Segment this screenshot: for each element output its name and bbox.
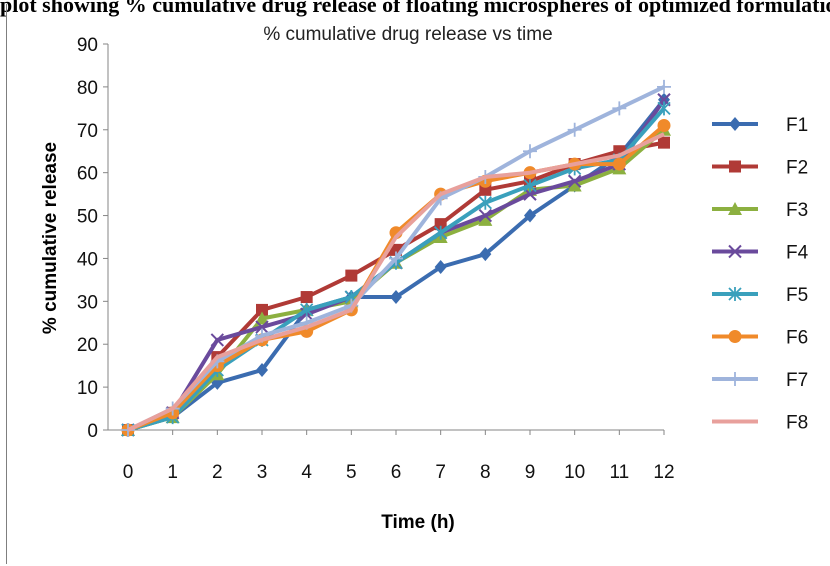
y-tick-label: 50 (77, 207, 98, 228)
y-tick-label: 70 (77, 121, 98, 142)
series-f7 (121, 79, 671, 437)
data-point-f2 (434, 218, 447, 231)
data-point-f2 (345, 269, 358, 282)
data-point-f1 (479, 247, 492, 262)
series-f5 (121, 101, 671, 437)
x-axis-label: Time (h) (381, 512, 455, 533)
x-tick-label: 9 (525, 462, 536, 483)
legend-marker (728, 330, 742, 343)
y-tick-label: 90 (77, 35, 98, 56)
x-tick-label: 10 (564, 462, 585, 483)
y-tick-labels: 0 10 20 30 40 50 60 70 80 90 (77, 35, 98, 442)
x-tick-label: 0 (123, 462, 134, 483)
data-point-f3 (255, 311, 269, 325)
x-tick-label: 2 (212, 462, 223, 483)
data-point-f7 (567, 122, 582, 137)
legend-label: F4 (786, 243, 809, 264)
data-point-f7 (523, 144, 537, 159)
legend-marker (728, 287, 742, 301)
data-point-f5 (523, 178, 537, 193)
legend-label: F6 (786, 328, 808, 349)
legend-item-f3: F3 (712, 200, 808, 221)
legend-item-f5: F5 (712, 285, 808, 306)
series-f3 (121, 122, 671, 436)
data-point-f3 (478, 212, 493, 226)
data-point-f2 (256, 303, 268, 316)
data-point-f4 (478, 208, 493, 223)
data-point-f4 (255, 320, 269, 334)
x-tick-label: 8 (480, 462, 491, 483)
legend-marker (728, 202, 742, 215)
data-point-f5 (300, 302, 314, 317)
series-f8 (127, 132, 665, 432)
x-tick-labels: 0 1 2 3 4 5 6 7 8 9 10 11 12 (123, 462, 675, 483)
legend-item-f8: F8 (712, 413, 808, 434)
legend-marker (728, 372, 742, 386)
data-point-f3 (567, 178, 582, 192)
chart-frame (6, 4, 824, 564)
legend-label: F1 (786, 115, 808, 136)
legend-label: F5 (786, 285, 808, 306)
axes (103, 43, 665, 435)
series-group (121, 79, 671, 437)
y-tick-label: 30 (77, 292, 98, 313)
y-tick-label: 40 (77, 249, 98, 270)
data-point-f6 (612, 157, 626, 171)
x-tick-label: 7 (435, 462, 446, 483)
y-tick-label: 80 (77, 78, 98, 99)
legend: F1 F2 F3 F4 F5 F6 F7 F8 (712, 115, 809, 434)
legend-item-f6: F6 (712, 328, 808, 349)
figure-caption: plot showing % cumulative drug release o… (0, 0, 830, 17)
data-point-f1 (434, 260, 447, 275)
legend-marker (729, 160, 741, 173)
data-point-f1 (524, 208, 536, 223)
data-point-f5 (434, 225, 448, 240)
series-line-f3 (127, 128, 666, 432)
data-point-f2 (300, 291, 313, 304)
data-point-f7 (657, 79, 671, 94)
legend-item-f7: F7 (712, 370, 808, 391)
data-point-f7 (389, 251, 403, 266)
legend-item-f2: F2 (712, 158, 808, 179)
x-tick-label: 12 (653, 462, 674, 483)
legend-label: F2 (786, 158, 808, 179)
data-point-f2 (658, 136, 670, 149)
data-point-f5 (657, 101, 671, 116)
legend-label: F7 (786, 370, 808, 391)
legend-item-f4: F4 (712, 243, 809, 264)
chart-title: % cumulative drug release vs time (263, 24, 552, 45)
data-point-f4 (567, 174, 582, 188)
y-tick-label: 0 (87, 421, 98, 442)
x-tick-label: 1 (167, 462, 178, 483)
legend-label: F8 (786, 413, 808, 434)
legend-label: F3 (786, 200, 808, 221)
y-tick-label: 60 (77, 164, 98, 185)
y-axis-label: % cumulative release (40, 142, 61, 334)
x-tick-label: 5 (346, 462, 357, 483)
data-point-f1 (256, 362, 268, 377)
series-line-f8 (127, 132, 665, 432)
legend-marker (729, 117, 741, 131)
legend-item-f1: F1 (712, 115, 808, 136)
data-point-f5 (478, 195, 492, 210)
legend-marker (728, 244, 742, 259)
x-tick-label: 4 (301, 462, 312, 483)
data-point-f6 (657, 118, 671, 132)
y-tick-label: 20 (77, 335, 98, 356)
y-tick-label: 10 (77, 378, 98, 399)
data-point-f7 (121, 423, 135, 437)
data-point-f7 (612, 101, 627, 116)
data-point-f4 (210, 333, 225, 347)
series-line-f2 (127, 140, 665, 432)
data-point-f1 (390, 290, 402, 305)
x-tick-label: 11 (609, 462, 629, 483)
x-tick-label: 6 (391, 462, 402, 483)
x-tick-label: 3 (257, 462, 268, 483)
